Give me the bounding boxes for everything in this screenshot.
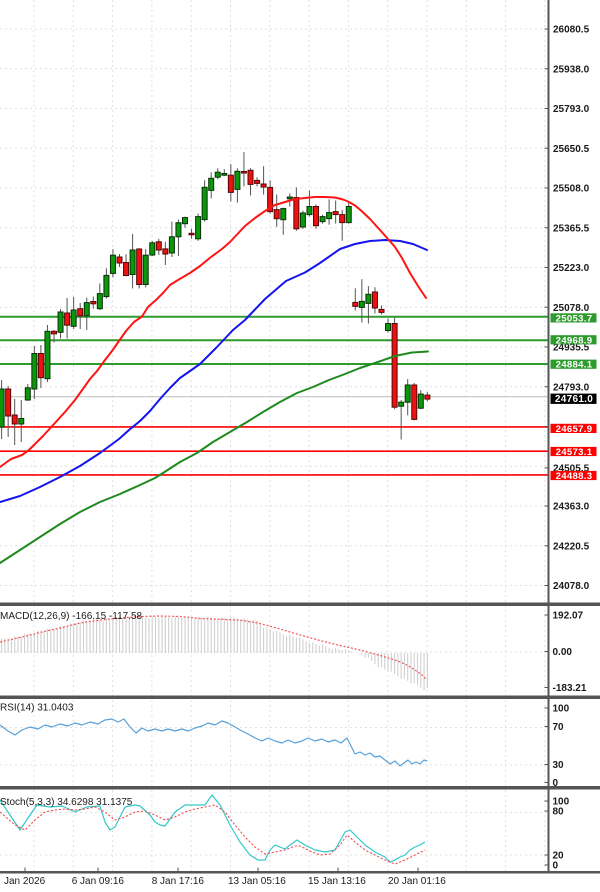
- svg-text:0: 0: [553, 778, 559, 789]
- svg-text:24657.9: 24657.9: [556, 424, 593, 435]
- svg-text:25053.7: 25053.7: [556, 313, 593, 324]
- svg-text:25938.0: 25938.0: [553, 64, 590, 75]
- svg-text:25650.5: 25650.5: [553, 144, 590, 155]
- svg-text:20 Jan 01:16: 20 Jan 01:16: [388, 876, 446, 887]
- svg-text:26080.5: 26080.5: [553, 25, 590, 36]
- svg-text:24220.5: 24220.5: [553, 541, 590, 552]
- svg-text:25078.0: 25078.0: [553, 303, 590, 314]
- svg-text:25223.0: 25223.0: [553, 263, 590, 274]
- svg-text:100: 100: [553, 704, 570, 715]
- svg-text:Jan 2026: Jan 2026: [4, 876, 46, 887]
- svg-text:20: 20: [553, 851, 565, 862]
- svg-text:24573.1: 24573.1: [556, 447, 593, 458]
- svg-text:13 Jan 05:16: 13 Jan 05:16: [228, 876, 286, 887]
- svg-text:24761.0: 24761.0: [555, 394, 593, 405]
- svg-text:-183.21: -183.21: [553, 683, 587, 694]
- svg-text:MACD(12,26,9) -166.15 -117.58: MACD(12,26,9) -166.15 -117.58: [0, 611, 143, 622]
- svg-text:0: 0: [553, 861, 559, 872]
- svg-text:24505.5: 24505.5: [553, 464, 590, 475]
- svg-text:25508.0: 25508.0: [553, 184, 590, 195]
- svg-text:Stoch(5,3,3) 34.6298 31.1375: Stoch(5,3,3) 34.6298 31.1375: [0, 797, 133, 808]
- svg-text:0.00: 0.00: [553, 647, 573, 658]
- svg-text:24793.0: 24793.0: [553, 382, 590, 393]
- svg-text:15 Jan 13:16: 15 Jan 13:16: [308, 876, 366, 887]
- svg-text:24078.0: 24078.0: [553, 581, 590, 592]
- svg-text:30: 30: [553, 760, 565, 771]
- svg-text:80: 80: [553, 807, 565, 818]
- svg-text:RSI(14) 31.0403: RSI(14) 31.0403: [0, 703, 74, 714]
- svg-text:100: 100: [553, 797, 570, 808]
- svg-text:25365.5: 25365.5: [553, 223, 590, 234]
- svg-text:6 Jan 09:16: 6 Jan 09:16: [72, 876, 125, 887]
- svg-text:24935.5: 24935.5: [553, 343, 590, 354]
- svg-text:192.07: 192.07: [553, 611, 584, 622]
- svg-text:70: 70: [553, 722, 565, 733]
- svg-text:8 Jan 17:16: 8 Jan 17:16: [152, 876, 205, 887]
- svg-text:24884.1: 24884.1: [556, 360, 593, 371]
- svg-text:24968.9: 24968.9: [556, 335, 593, 346]
- svg-text:24363.0: 24363.0: [553, 502, 590, 513]
- svg-text:24488.3: 24488.3: [556, 471, 593, 482]
- svg-text:25793.0: 25793.0: [553, 104, 590, 115]
